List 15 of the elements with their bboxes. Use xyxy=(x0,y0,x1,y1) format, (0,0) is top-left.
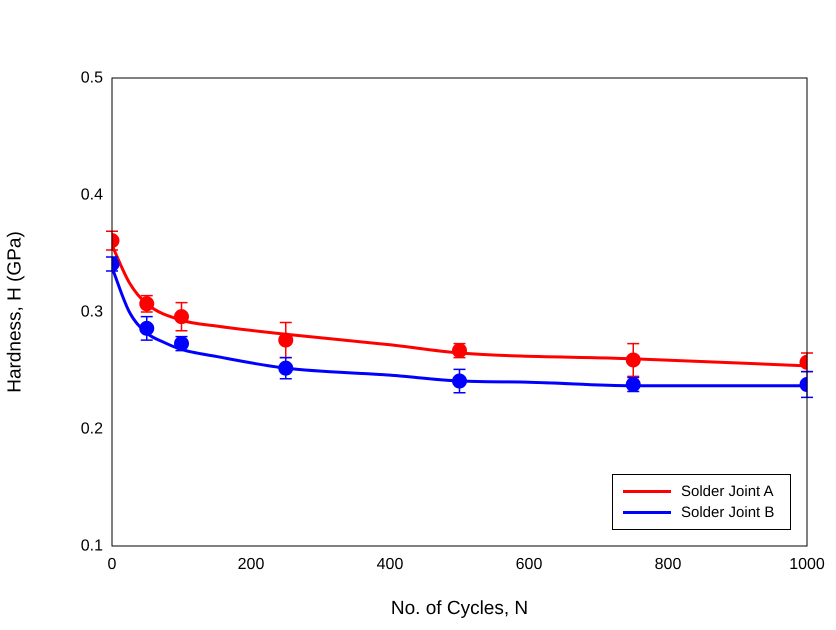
legend-label: Solder Joint B xyxy=(681,504,774,521)
y-tick-label: 0.5 xyxy=(80,69,104,86)
x-tick-label: 200 xyxy=(238,556,264,574)
x-axis-title: No. of Cycles, N xyxy=(390,598,528,619)
y-tick-label: 0.2 xyxy=(80,420,104,438)
y-tick-label: 0.4 xyxy=(80,186,104,204)
x-tick-label: 600 xyxy=(516,556,542,574)
x-tick-label: 1000 xyxy=(789,556,825,574)
x-tick-label: 400 xyxy=(376,556,404,574)
y-axis-title: Hardness, H (GPa) xyxy=(4,231,26,393)
x-tick-label: 800 xyxy=(654,556,682,574)
y-tick-label: 0.3 xyxy=(80,303,104,320)
y-tick-label: 0.1 xyxy=(80,537,104,554)
x-tick-label: 0 xyxy=(108,556,117,574)
legend-label: Solder Joint A xyxy=(681,483,774,500)
